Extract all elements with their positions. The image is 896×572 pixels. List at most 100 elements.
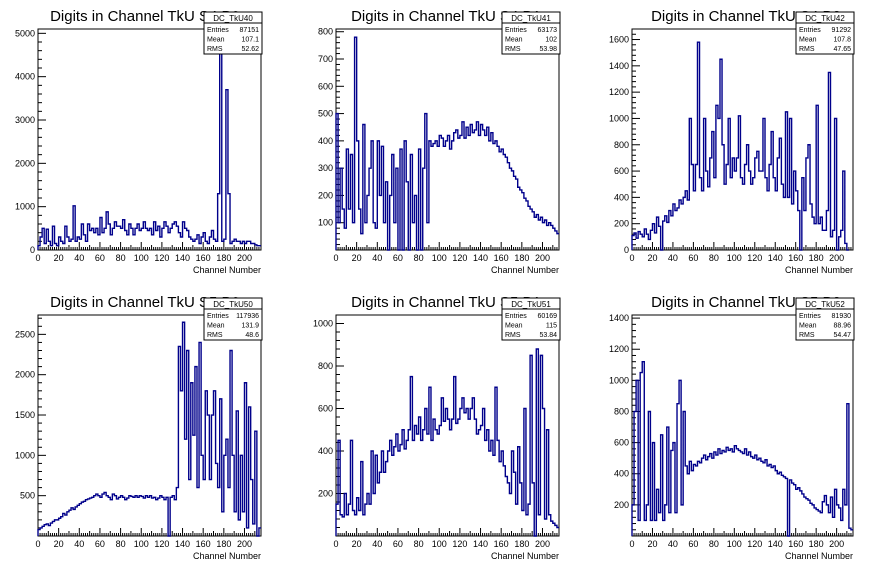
x-tick-label: 20 bbox=[352, 253, 362, 263]
histogram-bin bbox=[379, 195, 381, 250]
histogram-bin bbox=[487, 430, 489, 536]
histogram-bin bbox=[75, 507, 77, 536]
x-tick-label: 20 bbox=[54, 253, 64, 263]
histogram-bin bbox=[665, 505, 667, 536]
histogram-bin bbox=[73, 509, 75, 536]
histogram-bin bbox=[745, 164, 747, 250]
x-tick-label: 100 bbox=[727, 253, 742, 263]
histogram-bin bbox=[338, 440, 340, 536]
histogram-bin bbox=[736, 449, 738, 536]
x-tick-label: 60 bbox=[393, 253, 403, 263]
histogram-bin bbox=[123, 220, 125, 250]
histogram-bin bbox=[518, 187, 520, 250]
histogram-bin bbox=[150, 228, 152, 250]
histogram-series bbox=[631, 360, 853, 537]
histogram-bin bbox=[57, 246, 59, 250]
histogram-bin bbox=[340, 515, 342, 536]
x-tick-label: 80 bbox=[709, 253, 719, 263]
histogram-bin bbox=[350, 440, 352, 536]
histogram-bin bbox=[104, 492, 106, 536]
histogram-bin bbox=[386, 182, 388, 250]
histogram-bin bbox=[743, 184, 745, 250]
histogram-series bbox=[37, 321, 261, 537]
histogram-bin bbox=[667, 222, 669, 250]
histogram-bin bbox=[532, 483, 534, 536]
histogram-bin bbox=[425, 114, 427, 250]
histogram-bin bbox=[555, 231, 557, 250]
x-tick-label: 80 bbox=[414, 253, 424, 263]
histogram-bin bbox=[361, 462, 363, 536]
histogram-bin bbox=[199, 244, 201, 251]
histogram-series bbox=[335, 348, 559, 537]
histogram-bin bbox=[714, 452, 716, 536]
histogram-line bbox=[631, 360, 853, 537]
histogram-bin bbox=[75, 241, 77, 250]
histogram-bin bbox=[381, 146, 383, 250]
x-axis-label: Channel Number bbox=[785, 551, 853, 561]
histogram-bin bbox=[178, 233, 180, 250]
x-tick-label: 0 bbox=[35, 539, 40, 549]
histogram-bin bbox=[634, 233, 636, 250]
histogram-bin bbox=[90, 231, 92, 251]
x-tick-label: 0 bbox=[629, 539, 634, 549]
histogram-bin bbox=[781, 475, 783, 536]
histogram-bin bbox=[553, 523, 555, 536]
y-tick-label: 400 bbox=[614, 469, 629, 479]
histogram-bin bbox=[767, 191, 769, 250]
histogram-bin bbox=[65, 515, 67, 536]
histogram-bin bbox=[214, 239, 216, 250]
plot-svg: Digits in Channel TkU S5 P2 0 20 40 60 80 100 1… bbox=[609, 294, 855, 561]
histogram-bin bbox=[59, 518, 61, 536]
histogram-bin bbox=[106, 496, 108, 536]
stats-value: 60169 bbox=[538, 313, 558, 320]
histogram-bin bbox=[121, 228, 123, 250]
histogram-bin bbox=[706, 460, 708, 536]
histogram-bin bbox=[726, 447, 728, 536]
histogram-bin bbox=[226, 439, 228, 536]
y-tick-label: 200 bbox=[318, 190, 333, 200]
histogram-bin bbox=[650, 230, 652, 250]
histogram-bin bbox=[427, 434, 429, 536]
stats-box bbox=[203, 297, 263, 341]
x-tick-label: 140 bbox=[768, 253, 783, 263]
histogram-bin bbox=[706, 171, 708, 250]
y-tick-label: 2000 bbox=[15, 370, 35, 380]
histogram-bin bbox=[216, 463, 218, 536]
histogram-bin bbox=[388, 451, 390, 536]
histogram-bin bbox=[792, 204, 794, 250]
histogram-bin bbox=[61, 241, 63, 250]
histogram-bin bbox=[189, 480, 191, 536]
histogram-bin bbox=[530, 355, 532, 536]
histogram-bin bbox=[695, 466, 697, 536]
histogram-bin bbox=[452, 419, 454, 536]
histogram-bin bbox=[520, 190, 522, 250]
histogram-bin bbox=[483, 409, 485, 537]
histogram-bin bbox=[724, 452, 726, 536]
y-tick-label: 600 bbox=[318, 81, 333, 91]
histogram-bin bbox=[369, 504, 371, 536]
histogram-bin bbox=[683, 197, 685, 250]
plot-svg: Digits in Channel TkU S4 P2 0 20 40 60 80 100 1… bbox=[609, 8, 855, 275]
histogram-bin bbox=[236, 241, 238, 250]
histogram-bin bbox=[697, 42, 699, 250]
histogram-bin bbox=[553, 228, 555, 250]
x-axis-label: Channel Number bbox=[785, 265, 853, 275]
histogram-bin bbox=[373, 494, 375, 537]
x-tick-label: 200 bbox=[237, 539, 252, 549]
histogram-bin bbox=[344, 494, 346, 537]
histogram-bin bbox=[371, 451, 373, 536]
histogram-bin bbox=[116, 499, 118, 536]
histogram-bin bbox=[503, 155, 505, 250]
histogram-bin bbox=[104, 228, 106, 250]
histogram-bin bbox=[209, 237, 211, 250]
stats-label: Mean bbox=[799, 323, 817, 330]
histogram-bin bbox=[460, 135, 462, 250]
histogram-bin bbox=[52, 521, 54, 536]
histogram-bin bbox=[685, 466, 687, 536]
histogram-bin bbox=[657, 217, 659, 250]
x-tick-label: 160 bbox=[196, 253, 211, 263]
histogram-bin bbox=[747, 455, 749, 536]
x-tick-label: 40 bbox=[74, 539, 84, 549]
histogram-bin bbox=[205, 241, 207, 250]
